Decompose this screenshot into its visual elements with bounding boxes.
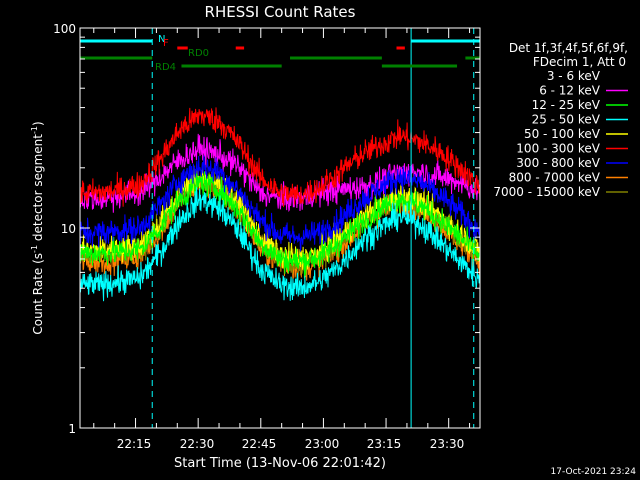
axis-ticks bbox=[80, 28, 480, 429]
x-tick-label-2215: 22:15 bbox=[117, 437, 152, 451]
x-tick-labels: 22:15 22:30 22:45 23:00 23:15 23:30 bbox=[117, 437, 465, 451]
x-tick-label-2245: 22:45 bbox=[242, 437, 277, 451]
series-line-6 bbox=[79, 155, 481, 252]
x-tick-label-2300: 23:00 bbox=[305, 437, 340, 451]
flag-layer: NF RD0 RD4 bbox=[80, 34, 480, 73]
legend: Det 1f,3f,4f,5f,6f,9f, FDecim 1, Att 0 3… bbox=[493, 41, 628, 199]
legend-label-5: 100 - 300 keV bbox=[516, 142, 600, 156]
legend-label-3: 25 - 50 keV bbox=[532, 113, 601, 127]
legend-label-7: 800 - 7000 keV bbox=[509, 171, 601, 185]
y-axis-label-sup1: -1 bbox=[30, 245, 39, 253]
legend-header-2: FDecim 1, Att 0 bbox=[533, 55, 626, 69]
y-axis-label-mid: detector segment bbox=[31, 134, 45, 245]
y-tick-label-10: 10 bbox=[61, 222, 76, 236]
y-axis-label: Count Rate (s-1 detector segment-1) bbox=[30, 121, 45, 334]
y-axis-label-end: ) bbox=[31, 121, 45, 126]
flag-label-rd0: RD0 bbox=[188, 48, 209, 59]
y-tick-label-100: 100 bbox=[53, 22, 76, 36]
legend-label-8: 7000 - 15000 keV bbox=[493, 185, 600, 199]
flag-label-f: F bbox=[163, 38, 169, 49]
flag-label-rd4: RD4 bbox=[155, 62, 176, 73]
series-line-2 bbox=[79, 171, 481, 279]
y-axis-label-sup2: -1 bbox=[30, 126, 39, 134]
chart-title: RHESSI Count Rates bbox=[205, 3, 356, 21]
series-line-3 bbox=[79, 187, 481, 302]
series-line-5 bbox=[79, 107, 481, 208]
x-tick-label-2315: 23:15 bbox=[367, 437, 402, 451]
legend-header-1: Det 1f,3f,4f,5f,6f,9f, bbox=[509, 41, 628, 55]
x-tick-label-2330: 23:30 bbox=[430, 437, 465, 451]
timestamp: 17-Oct-2021 23:24 bbox=[551, 467, 637, 477]
y-tick-label-1: 1 bbox=[68, 422, 76, 436]
flag-label-n: N bbox=[158, 34, 165, 45]
y-axis-label-main: Count Rate (s bbox=[31, 253, 45, 335]
x-tick-label-2230: 22:30 bbox=[180, 437, 215, 451]
legend-label-1: 6 - 12 keV bbox=[539, 84, 601, 98]
legend-label-4: 50 - 100 keV bbox=[524, 127, 601, 141]
series-line-1 bbox=[79, 133, 481, 213]
legend-label-6: 300 - 800 keV bbox=[516, 156, 600, 170]
x-axis-label: Start Time (13-Nov-06 22:01:42) bbox=[174, 456, 386, 471]
legend-label-2: 12 - 25 keV bbox=[532, 98, 601, 112]
legend-label-0: 3 - 6 keV bbox=[547, 69, 601, 83]
series-layer bbox=[79, 107, 481, 342]
